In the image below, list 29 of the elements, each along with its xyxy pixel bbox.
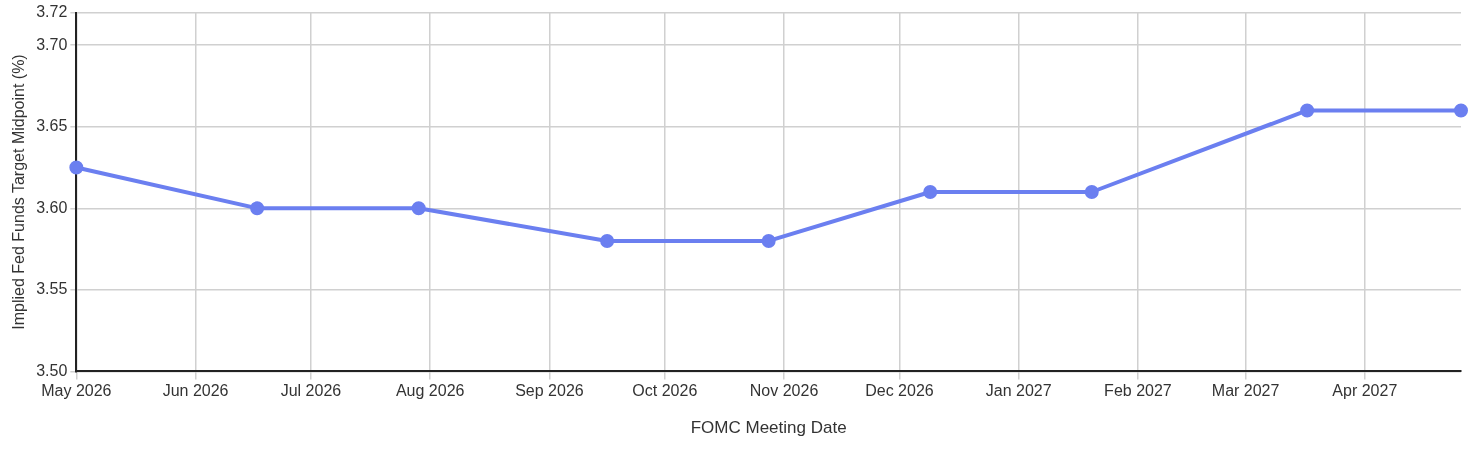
x-tick-label: Oct 2026 [632,382,698,400]
point [1084,185,1099,199]
point [600,233,615,248]
point [411,201,426,216]
point [1300,103,1315,118]
y-tick-label: 3.55 [36,280,68,298]
x-tick-label: Mar 2027 [1211,382,1280,400]
point [761,233,776,248]
x-axis-title: FOMC Meeting Date [690,418,847,438]
x-tick-label: Sep 2026 [515,382,584,400]
y-tick-label: 3.72 [36,3,68,21]
x-tick-label: Dec 2026 [865,382,934,400]
y-tick-label: 3.65 [36,117,68,135]
y-axis-title: Implied Fed Funds Target Midpoint (%) [10,54,28,330]
x-tick-label: Nov 2026 [749,382,819,400]
point [1454,103,1468,118]
x-tick-label: Apr 2027 [1332,382,1398,400]
x-tick-label: Feb 2027 [1104,382,1172,400]
point [250,201,265,216]
y-tick-label: 3.60 [36,198,68,216]
point [69,160,84,175]
x-tick-label: Jun 2026 [162,382,229,400]
y-tick-label: 3.70 [36,35,68,53]
x-tick-label: Aug 2026 [395,382,465,400]
x-tick-label: Jan 2027 [985,382,1052,400]
x-tick-label: Jul 2026 [280,382,342,400]
y-tick-label: 3.50 [36,361,68,379]
x-tick-label: May 2026 [41,382,112,400]
point [923,185,938,199]
